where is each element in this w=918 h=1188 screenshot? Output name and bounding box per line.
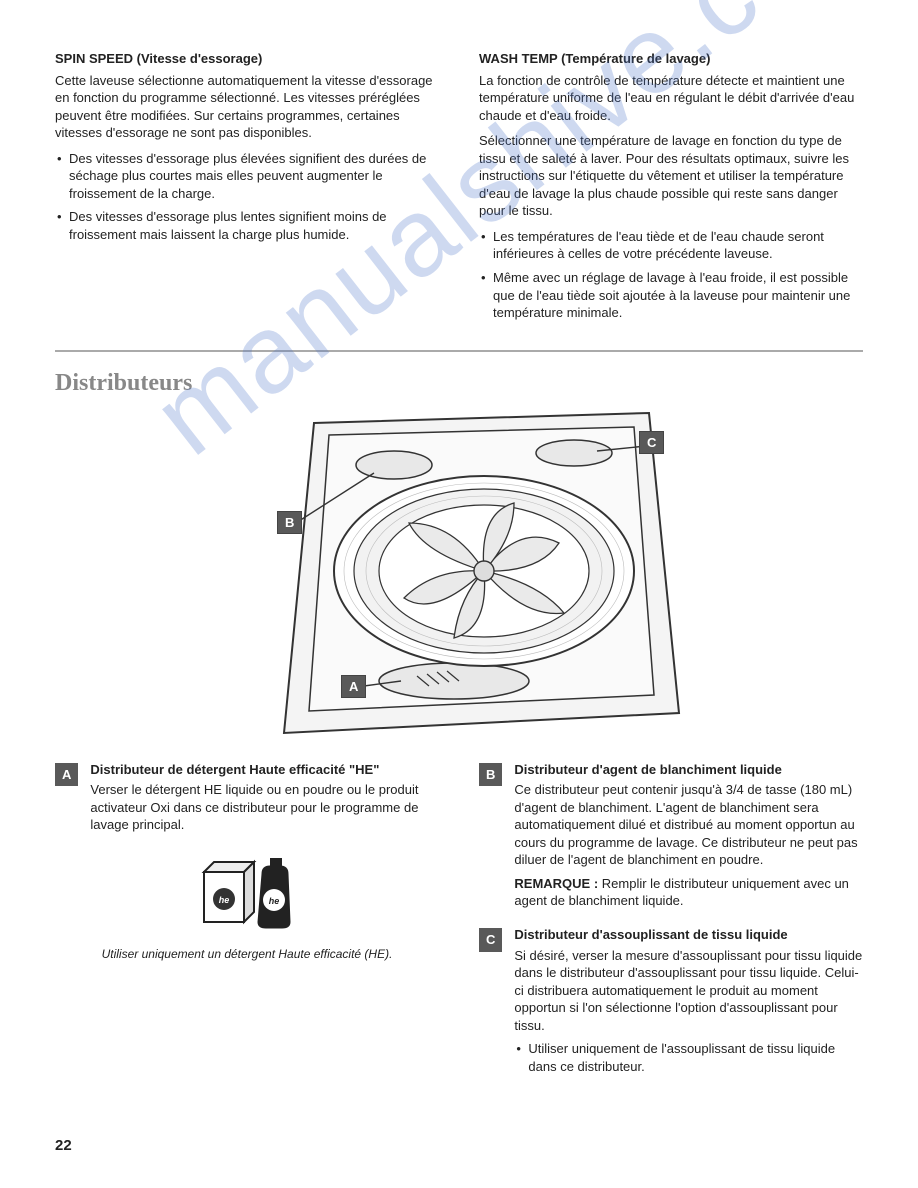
wash-temp-column: WASH TEMP (Température de lavage) La fon… xyxy=(479,50,863,328)
left-dispenser-col: A Distributeur de détergent Haute effica… xyxy=(55,761,439,1087)
right-dispenser-col: B Distributeur d'agent de blanchiment li… xyxy=(479,761,863,1087)
disp-b-title: Distributeur d'agent de blanchiment liqu… xyxy=(514,761,863,779)
distributeurs-heading: Distributeurs xyxy=(55,370,863,397)
spin-speed-para: Cette laveuse sélectionne automatiquemen… xyxy=(55,72,439,142)
svg-text:he: he xyxy=(269,896,280,906)
wash-temp-p2: Sélectionner une température de lavage e… xyxy=(479,132,863,220)
washer-diagram: C B A xyxy=(179,403,739,743)
dispenser-descriptions: A Distributeur de détergent Haute effica… xyxy=(55,761,863,1087)
washer-svg xyxy=(179,403,739,743)
disp-c-title: Distributeur d'assouplissant de tissu li… xyxy=(514,926,863,944)
wash-temp-title: WASH TEMP (Température de lavage) xyxy=(479,50,863,68)
label-a-box: A xyxy=(55,763,78,787)
callout-b: B xyxy=(277,511,302,534)
label-c-box: C xyxy=(479,928,502,952)
disp-b-remark: REMARQUE : Remplir le distributeur uniqu… xyxy=(514,875,863,910)
disp-c-text: Si désiré, verser la mesure d'assoupliss… xyxy=(514,947,863,1035)
callout-a: A xyxy=(341,675,366,698)
spin-speed-bullets: Des vitesses d'essorage plus élevées sig… xyxy=(55,150,439,244)
he-caption: Utiliser uniquement un détergent Haute e… xyxy=(55,946,439,962)
spin-bullet-2: Des vitesses d'essorage plus lentes sign… xyxy=(55,208,439,243)
wash-temp-p1: La fonction de contrôle de température d… xyxy=(479,72,863,125)
label-b-box: B xyxy=(479,763,502,787)
disp-c-bullet: Utiliser uniquement de l'assouplissant d… xyxy=(514,1040,863,1075)
section-divider xyxy=(55,350,863,352)
disp-a-title: Distributeur de détergent Haute efficaci… xyxy=(90,761,439,779)
disp-b-text: Ce distributeur peut contenir jusqu'à 3/… xyxy=(514,781,863,869)
wash-bullet-1: Les températures de l'eau tiède et de l'… xyxy=(479,228,863,263)
callout-c: C xyxy=(639,431,664,454)
disp-a-text: Verser le détergent HE liquide ou en pou… xyxy=(90,781,439,834)
he-detergent-icons: he he xyxy=(55,854,439,939)
page-number: 22 xyxy=(55,1137,72,1154)
spin-speed-title: SPIN SPEED (Vitesse d'essorage) xyxy=(55,50,439,68)
wash-bullet-2: Même avec un réglage de lavage à l'eau f… xyxy=(479,269,863,322)
spin-speed-column: SPIN SPEED (Vitesse d'essorage) Cette la… xyxy=(55,50,439,328)
svg-text:he: he xyxy=(219,895,230,905)
top-two-columns: SPIN SPEED (Vitesse d'essorage) Cette la… xyxy=(55,50,863,328)
spin-bullet-1: Des vitesses d'essorage plus élevées sig… xyxy=(55,150,439,203)
wash-temp-bullets: Les températures de l'eau tiède et de l'… xyxy=(479,228,863,322)
